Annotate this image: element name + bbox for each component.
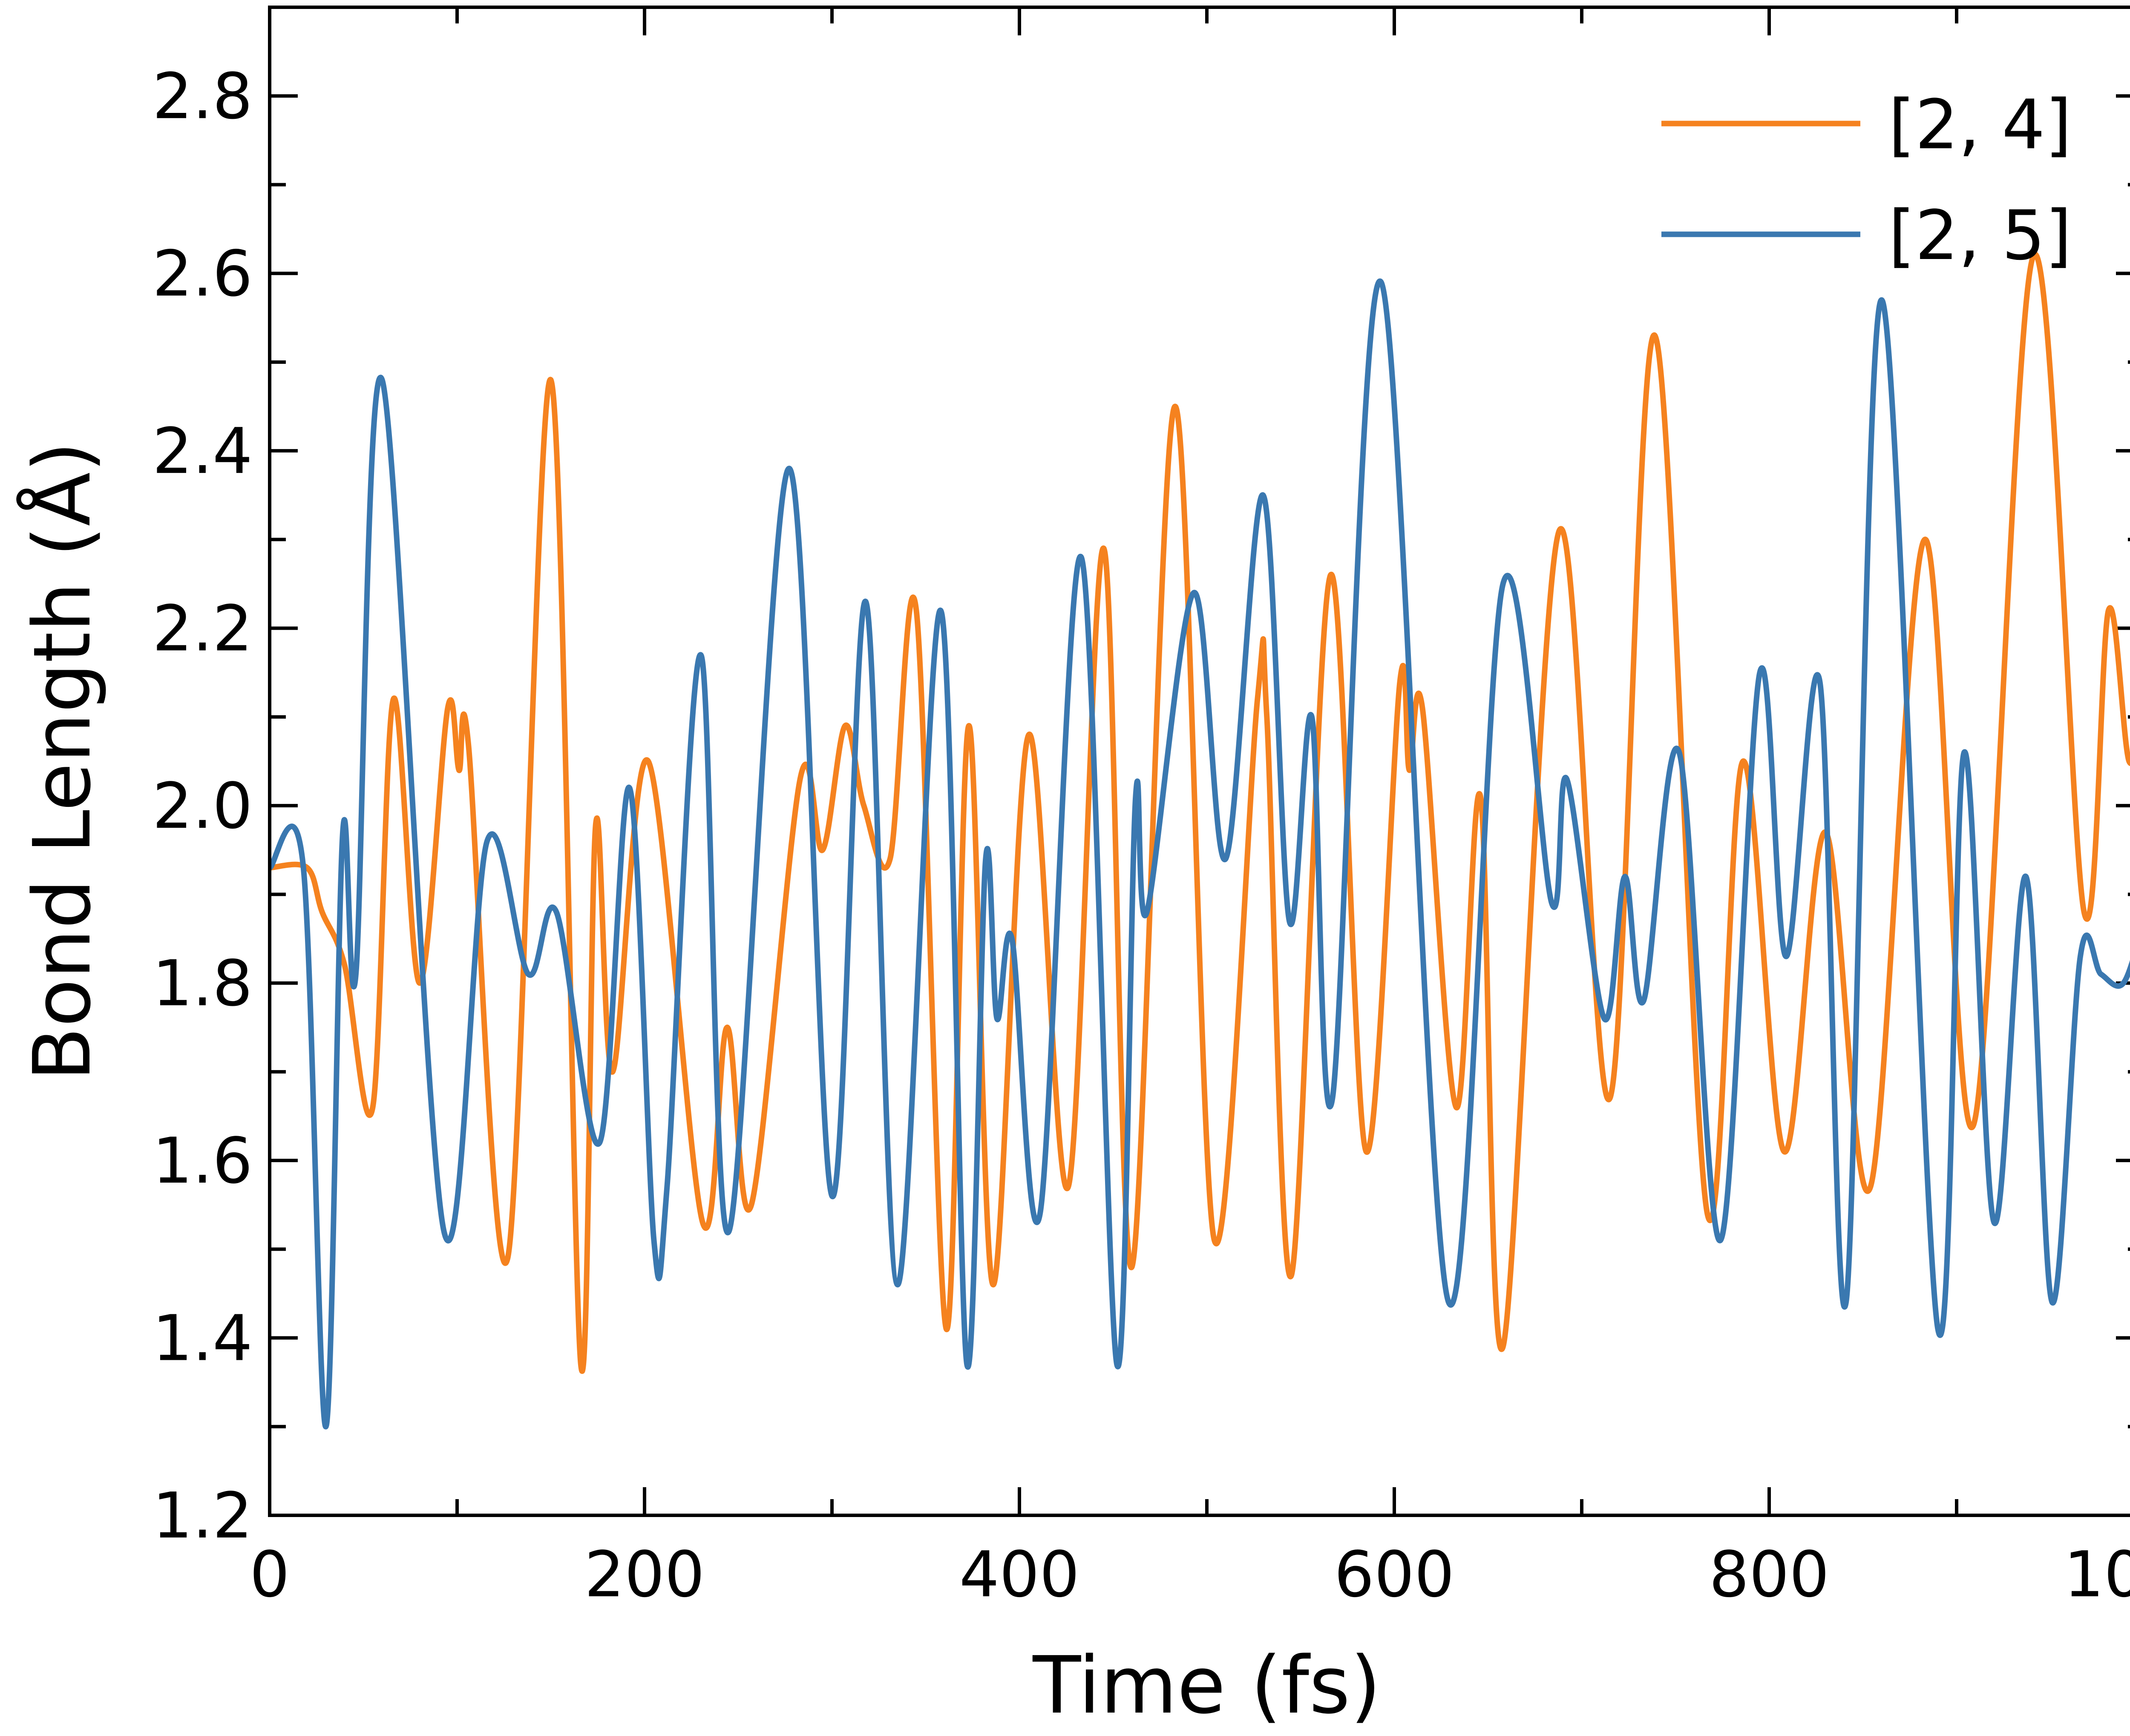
y-tick-label: 1.4 [153, 1302, 253, 1375]
plot-frame [268, 6, 2130, 1517]
x-tick-label: 600 [1334, 1538, 1455, 1611]
x-tick-label: 200 [584, 1538, 705, 1611]
x-axis-label: Time (fs) [1032, 1639, 1381, 1731]
plot-area [270, 251, 2130, 1430]
y-tick-label: 2.0 [153, 769, 253, 843]
y-tick-label: 1.8 [153, 947, 253, 1020]
series-line [270, 251, 2130, 1374]
legend-label: [2, 5] [1888, 196, 2072, 275]
y-tick-label: 2.2 [153, 592, 253, 665]
y-axis-label: Bond Length (Å) [16, 441, 108, 1081]
y-tick-label: 1.2 [153, 1479, 253, 1552]
legend-label: [2, 4] [1888, 85, 2072, 164]
y-tick-label: 2.4 [153, 415, 253, 488]
y-tick-label: 2.6 [153, 237, 253, 311]
x-tick-label: 1000 [2064, 1538, 2130, 1611]
x-tick-label: 800 [1709, 1538, 1830, 1611]
y-tick-label: 2.8 [153, 60, 253, 133]
x-tick-label: 400 [959, 1538, 1080, 1611]
series-line [270, 278, 2130, 1430]
x-tick-label: 0 [250, 1538, 290, 1611]
y-tick-label: 1.6 [153, 1124, 253, 1198]
